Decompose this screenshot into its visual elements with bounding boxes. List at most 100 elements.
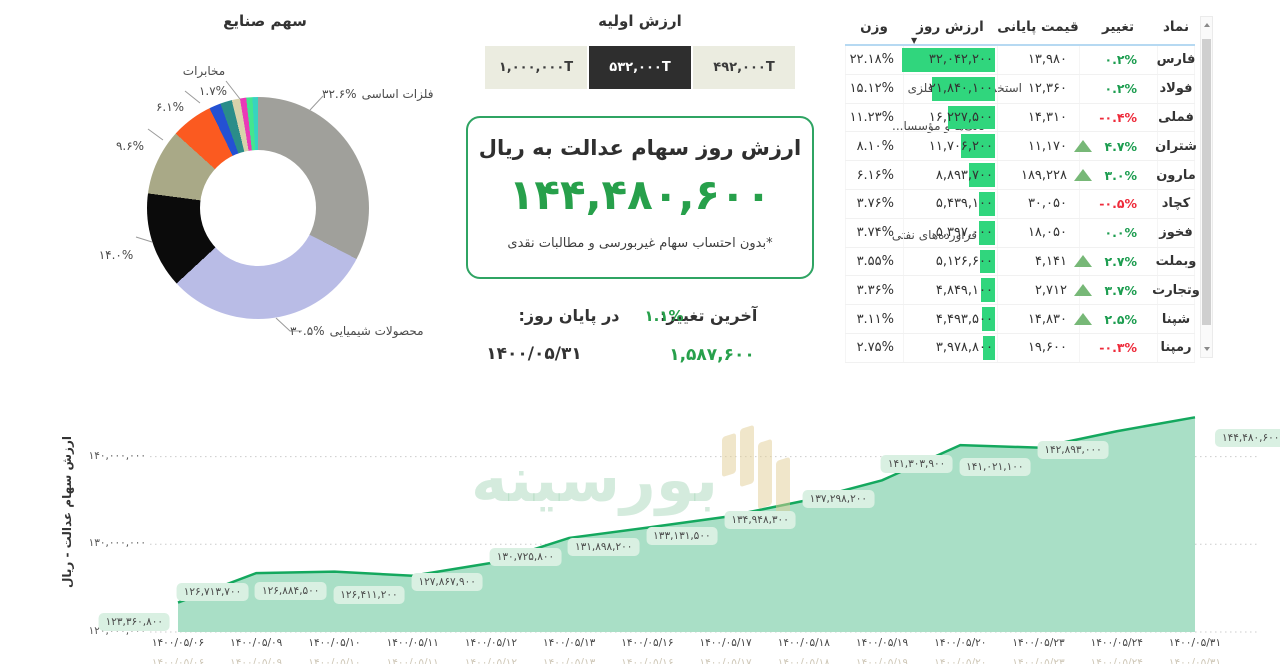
- x-tick-label-secondary: ۱۴۰۰/۰۵/۰۶: [151, 657, 205, 664]
- x-tick-label-secondary: ۱۴۰۰/۰۵/۲۰: [934, 657, 987, 664]
- scroll-up-icon: [1203, 23, 1210, 27]
- x-tick-label: ۱۴۰۰/۰۵/۱۶: [621, 637, 674, 649]
- donut-name-telecom: مخابرات: [182, 64, 226, 78]
- table-row[interactable]: ۱۵.۱۲% ۲۱,۸۴۰,۱۰۰ ۱۲,۳۶۰ ۰.۲% فولاد: [845, 74, 1195, 104]
- header-change[interactable]: تغییر: [1101, 19, 1135, 35]
- donut-pct-basic-metals: ۳۲.۶%: [322, 87, 357, 101]
- cell-weight: ۱۵.۱۲%: [849, 81, 894, 97]
- cell-symbol: رمپنا: [1160, 340, 1192, 356]
- end-of-day-date: ۱۴۰۰/۰۵/۳۱: [486, 344, 582, 364]
- point-label-badge: ۱۴۱,۳۰۳,۹۰۰: [880, 455, 953, 474]
- cell-weight: ۳.۳۶%: [856, 282, 894, 298]
- cell-weight: ۱۱.۲۳%: [849, 109, 894, 125]
- day-value-card: ارزش روز سهام عدالت به ریال ۱۴۴,۴۸۰,۶۰۰ …: [466, 116, 814, 279]
- value-bar: [979, 220, 995, 245]
- end-of-day-label: در پایان روز:: [518, 306, 620, 325]
- table-row[interactable]: ۳.۵۵% ۵,۱۲۶,۶۰۰ ۴,۱۴۱ ۲.۷% وبملت: [845, 247, 1196, 277]
- header-close-price[interactable]: قیمت پایانی: [997, 19, 1079, 35]
- x-tick-label: ۱۴۰۰/۰۵/۱۷: [699, 637, 752, 649]
- x-tick-label-secondary: ۱۴۰۰/۰۵/۱۲: [464, 657, 518, 664]
- cell-close-price: ۱۳,۹۸۰: [1027, 52, 1067, 68]
- last-change-label: آخرین تغییر:: [660, 306, 758, 325]
- x-tick-label-secondary: ۱۴۰۰/۰۵/۲۳: [1012, 657, 1065, 664]
- sort-desc-icon: ▼: [911, 36, 918, 45]
- scrollbar-up-button[interactable]: [1201, 19, 1212, 31]
- cell-weight: ۸.۱۰%: [856, 138, 894, 154]
- cell-change: ۳.۰%: [1104, 167, 1137, 183]
- value-bar: [969, 163, 995, 187]
- x-tick-label: ۱۴۰۰/۰۵/۱۸: [777, 637, 830, 649]
- value-bar: [961, 134, 995, 159]
- industry-donut-chart[interactable]: [147, 97, 369, 319]
- cell-change: -۰.۴%: [1099, 109, 1137, 125]
- triangle-up-icon: [1074, 313, 1093, 326]
- point-label-badge: ۱۲۷,۸۶۷,۹۰۰: [411, 572, 483, 591]
- cell-close-price: ۱۹,۶۰۰: [1027, 340, 1067, 356]
- last-change-amount: ۱,۵۸۷,۶۰۰: [669, 345, 755, 365]
- cell-day-value: ۵,۳۹۷,۰۰۰: [935, 225, 993, 241]
- day-value-note: *بدون احتساب سهام غیربورسی و مطالبات نقد…: [507, 236, 773, 251]
- initial-value-option-0[interactable]: ۱,۰۰۰,۰۰۰T: [485, 46, 587, 89]
- cell-day-value: ۸,۸۹۳,۷۰۰: [935, 167, 993, 183]
- point-label-badge: ۱۲۶,۷۱۳,۷۰۰: [176, 583, 249, 602]
- day-value-amount: ۱۴۴,۴۸۰,۶۰۰: [508, 170, 772, 219]
- table-row[interactable]: ۳.۷۴% ۵,۳۹۷,۰۰۰ ۱۸,۰۵۰ ۰.۰% فخوز: [845, 218, 1195, 248]
- x-tick-label: ۱۴۰۰/۰۵/۱۳: [543, 637, 596, 649]
- cell-change: ۳.۷%: [1104, 282, 1137, 298]
- point-label-badge: ۱۳۱,۸۹۸,۲۰۰: [567, 537, 640, 556]
- cell-weight: ۲۲.۱۸%: [849, 52, 894, 68]
- point-label-badge: ۱۲۳,۳۶۰,۸۰۰: [98, 612, 170, 631]
- holdings-table: وزن ارزش روز ▼ قیمت پایانی تغییر نماد ۲۲…: [845, 10, 1217, 370]
- table-row[interactable]: ۲۲.۱۸% ۳۲,۰۴۲,۲۰۰ ۱۳,۹۸۰ ۰.۲% فارس: [845, 46, 1195, 75]
- table-row[interactable]: ۳.۱۱% ۴,۴۹۳,۵۰۰ ۱۴,۸۳۰ ۲.۵% شپنا: [845, 305, 1195, 334]
- x-tick-label: ۱۴۰۰/۰۵/۲۰: [934, 637, 987, 649]
- cell-change: ۰.۲%: [1104, 81, 1137, 97]
- table-row[interactable]: ۶.۱۶% ۸,۸۹۳,۷۰۰ ۱۸۹,۲۲۸ ۳.۰% مارون: [845, 161, 1196, 190]
- cell-day-value: ۱۶,۲۲۷,۵۰۰: [928, 109, 993, 125]
- donut-name-basic-metals: فلزات اساسی: [361, 87, 434, 101]
- cell-weight: ۳.۱۱%: [856, 311, 894, 327]
- x-tick-label-secondary: ۱۴۰۰/۰۵/۱۷: [699, 657, 752, 664]
- header-symbol[interactable]: نماد: [1162, 19, 1190, 35]
- table-row[interactable]: ۱۱.۲۳% ۱۶,۲۲۷,۵۰۰ ۱۴,۳۱۰ -۰.۴% فملی: [845, 103, 1195, 133]
- cell-close-price: ۱۱,۱۷۰: [1027, 138, 1067, 154]
- cell-close-price: ۱۸۹,۲۲۸: [1020, 167, 1067, 183]
- table-row[interactable]: ۳.۷۶% ۵,۴۳۹,۱۰۰ ۳۰,۰۵۰ -۰.۵% کچاد: [845, 189, 1195, 219]
- cell-weight: ۳.۷۴%: [856, 225, 894, 241]
- donut-pct-oil: ۱۴.۰%: [98, 248, 134, 262]
- cell-change: ۰.۰%: [1104, 225, 1137, 241]
- cell-symbol: فخوز: [1159, 225, 1193, 241]
- cell-change: -۰.۵%: [1099, 196, 1137, 212]
- x-tick-label: ۱۴۰۰/۰۵/۱۰: [308, 637, 361, 649]
- triangle-up-icon: [1074, 255, 1093, 268]
- cell-close-price: ۲,۷۱۲: [1034, 282, 1067, 298]
- table-row[interactable]: ۸.۱۰% ۱۱,۷۰۶,۲۰۰ ۱۱,۱۷۰ ۴.۷% شتران: [845, 132, 1197, 162]
- value-bar: [980, 249, 995, 274]
- header-day-value[interactable]: ارزش روز ▼: [911, 19, 984, 45]
- cell-symbol: فولاد: [1159, 81, 1193, 97]
- scrollbar-down-button[interactable]: [1201, 343, 1212, 355]
- donut-pct-mining: ۶.۱%: [155, 100, 185, 114]
- cell-weight: ۶.۱۶%: [856, 167, 894, 183]
- x-tick-label-secondary: ۱۴۰۰/۰۵/۱۸: [777, 657, 830, 664]
- x-tick-label-secondary: ۱۴۰۰/۰۵/۱۰: [308, 657, 361, 664]
- cell-day-value: ۵,۱۲۶,۶۰۰: [935, 253, 993, 269]
- table-row[interactable]: ۲.۷۵% ۳,۹۷۸,۸۰۰ ۱۹,۶۰۰ -۰.۳% رمپنا: [845, 333, 1195, 363]
- triangle-up-icon: [1074, 169, 1093, 182]
- cell-symbol: کچاد: [1161, 196, 1191, 212]
- initial-value-option-1[interactable]: ۵۳۲,۰۰۰T: [589, 46, 691, 89]
- cell-symbol: شتران: [1155, 138, 1197, 154]
- initial-value-option-2[interactable]: ۴۹۲,۰۰۰T: [693, 46, 795, 89]
- industry-share-title: سهم صنایع: [223, 12, 307, 30]
- cell-change: ۴.۷%: [1104, 138, 1137, 154]
- table-scrollbar[interactable]: [1200, 16, 1213, 358]
- scrollbar-thumb[interactable]: [1202, 39, 1211, 325]
- cell-close-price: ۱۴,۸۳۰: [1027, 311, 1067, 327]
- header-weight[interactable]: وزن: [860, 19, 888, 35]
- value-history-chart: ارزش سهام عدالت - ریال بورسینه ۱۲۰,۰۰۰,۰…: [0, 395, 1280, 664]
- x-tick-label: ۱۴۰۰/۰۵/۰۶: [151, 637, 205, 649]
- cell-symbol: فارس: [1156, 52, 1196, 68]
- table-row[interactable]: ۳.۳۶% ۴,۸۴۹,۱۰۰ ۲,۷۱۲ ۳.۷% وتجارت: [845, 276, 1200, 306]
- area-plot[interactable]: [0, 395, 1280, 664]
